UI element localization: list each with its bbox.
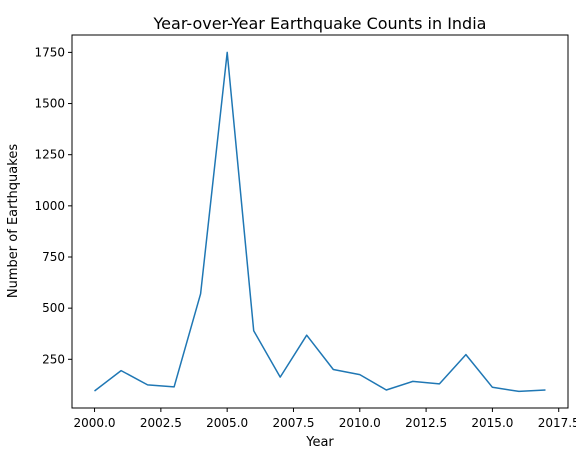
y-tick-label: 1250 [34,148,65,162]
x-axis: 2000.0 2002.5 2005.0 2007.5 2010.0 2012.5 2015… [74,408,576,430]
chart-title: Year-over-Year Earthquake Counts in Indi… [153,14,487,33]
x-tick-label: 2000.0 [74,416,116,430]
x-tick-label: 2015.0 [471,416,513,430]
y-tick-label: 1750 [34,45,65,59]
x-tick-label: 2010.0 [339,416,381,430]
x-tick-label: 2012.5 [405,416,447,430]
x-tick-label: 2002.5 [140,416,182,430]
y-tick-label: 1000 [34,199,65,213]
x-tick-label: 2005.0 [206,416,248,430]
y-tick-label: 250 [42,352,65,366]
y-tick-label: 1500 [34,97,65,111]
series-line [94,51,546,393]
plot-area [71,34,569,409]
plot-frame [71,34,569,409]
y-axis: 250 500 750 1000 1250 1500 1750 [34,45,72,366]
x-tick-label: 2017.5 [538,416,576,430]
y-tick-label: 500 [42,301,65,315]
y-axis-label: Number of Earthquakes [6,144,21,298]
y-tick-label: 750 [42,250,65,264]
x-axis-label: Year [305,435,334,450]
x-tick-label: 2007.5 [272,416,314,430]
series-layer [94,51,546,393]
